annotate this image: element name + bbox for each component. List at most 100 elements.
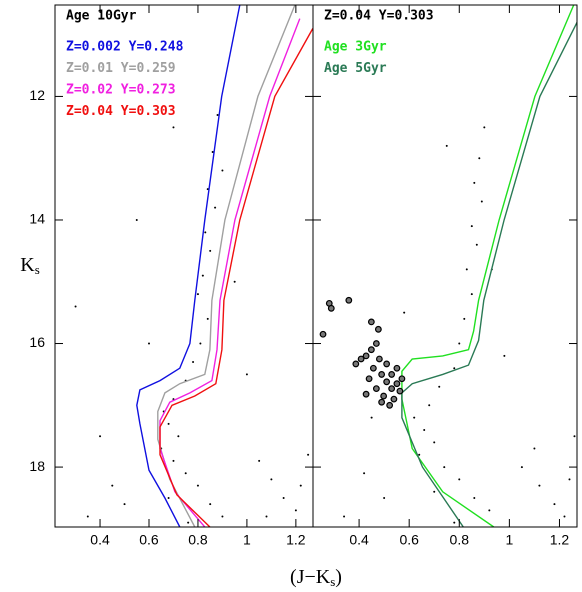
star bbox=[573, 435, 576, 438]
x-tick-label: 0.8 bbox=[188, 532, 208, 548]
star bbox=[233, 280, 236, 283]
marked-star bbox=[386, 401, 394, 409]
star bbox=[196, 293, 199, 296]
marked-star bbox=[398, 375, 406, 383]
x-tick-label: 0.4 bbox=[349, 532, 369, 548]
star bbox=[86, 515, 89, 518]
marked-star bbox=[383, 378, 391, 386]
isochrone bbox=[401, 20, 577, 527]
star bbox=[211, 151, 214, 154]
marked-star bbox=[393, 364, 401, 372]
star bbox=[445, 144, 448, 147]
star bbox=[363, 472, 366, 475]
star bbox=[418, 453, 421, 456]
star bbox=[458, 478, 461, 481]
star bbox=[199, 342, 202, 345]
star bbox=[463, 317, 466, 320]
star bbox=[299, 484, 302, 487]
star bbox=[475, 243, 478, 246]
marked-star bbox=[367, 346, 375, 354]
marked-star bbox=[396, 387, 404, 395]
star bbox=[221, 169, 224, 172]
star bbox=[99, 435, 102, 438]
star bbox=[480, 200, 483, 203]
marked-star bbox=[362, 390, 370, 398]
annotation: Age 10Gyr bbox=[66, 9, 137, 24]
star bbox=[470, 225, 473, 228]
star bbox=[307, 453, 310, 456]
marked-star bbox=[372, 385, 380, 393]
star bbox=[453, 521, 456, 524]
star bbox=[206, 188, 209, 191]
plot-area bbox=[319, 5, 577, 527]
star bbox=[343, 515, 346, 518]
marked-star bbox=[388, 371, 396, 378]
star bbox=[294, 509, 297, 512]
star bbox=[206, 317, 209, 320]
star bbox=[196, 484, 199, 487]
star bbox=[453, 367, 456, 370]
star bbox=[383, 496, 386, 499]
star bbox=[74, 305, 77, 308]
x-tick-label: 0.4 bbox=[90, 532, 110, 548]
plot-area bbox=[74, 5, 313, 527]
marked-star bbox=[383, 360, 391, 368]
isochrone bbox=[159, 28, 313, 527]
star bbox=[423, 429, 426, 432]
star bbox=[214, 206, 217, 209]
marked-star bbox=[357, 355, 365, 363]
frame bbox=[312, 4, 578, 528]
star bbox=[563, 515, 566, 518]
star bbox=[433, 441, 436, 444]
legend-entry: Z=0.01 Y=0.259 bbox=[66, 61, 176, 76]
star bbox=[209, 503, 212, 506]
y-tick-label: 14 bbox=[29, 211, 45, 227]
star bbox=[478, 157, 481, 160]
star bbox=[473, 181, 476, 184]
marked-star bbox=[327, 304, 335, 312]
marked-star bbox=[365, 375, 373, 383]
legend-entry: Z=0.002 Y=0.248 bbox=[66, 40, 184, 55]
marked-star bbox=[362, 352, 370, 360]
star bbox=[187, 521, 190, 524]
legend-entry: Z=0.04 Y=0.303 bbox=[66, 104, 176, 119]
marked-star bbox=[378, 371, 386, 378]
star bbox=[443, 466, 446, 469]
marked-star bbox=[367, 318, 375, 326]
y-tick-label: 18 bbox=[29, 458, 45, 474]
star bbox=[282, 496, 285, 499]
isochrone bbox=[401, 5, 575, 527]
isochrone bbox=[159, 18, 301, 527]
y-axis-label: Ks bbox=[20, 254, 40, 277]
star bbox=[270, 478, 273, 481]
star bbox=[245, 373, 248, 376]
legend-entry: Z=0.02 Y=0.273 bbox=[66, 83, 176, 98]
legend-entry: Age 3Gyr bbox=[324, 40, 387, 55]
star bbox=[135, 218, 138, 221]
star bbox=[201, 274, 204, 277]
x-axis-label: (J−Ks) bbox=[290, 566, 342, 589]
marked-star bbox=[345, 296, 353, 304]
x-tick-label: 1.2 bbox=[550, 532, 570, 548]
star bbox=[221, 515, 224, 518]
star bbox=[568, 478, 571, 481]
marked-star bbox=[390, 395, 398, 403]
star bbox=[123, 503, 126, 506]
star bbox=[458, 342, 461, 345]
star bbox=[470, 293, 473, 296]
star bbox=[204, 231, 207, 234]
star bbox=[167, 496, 170, 499]
legend-entry: Age 5Gyr bbox=[324, 61, 387, 76]
x-tick-label: 0.8 bbox=[450, 532, 470, 548]
marked-star bbox=[372, 340, 380, 347]
marked-star bbox=[375, 355, 383, 363]
marked-star bbox=[374, 325, 382, 333]
star bbox=[520, 466, 523, 469]
isochrone bbox=[136, 5, 241, 527]
marked-star bbox=[378, 398, 386, 406]
y-tick-label: 16 bbox=[29, 334, 45, 350]
star bbox=[265, 515, 268, 518]
star bbox=[172, 459, 175, 462]
star bbox=[438, 385, 441, 388]
